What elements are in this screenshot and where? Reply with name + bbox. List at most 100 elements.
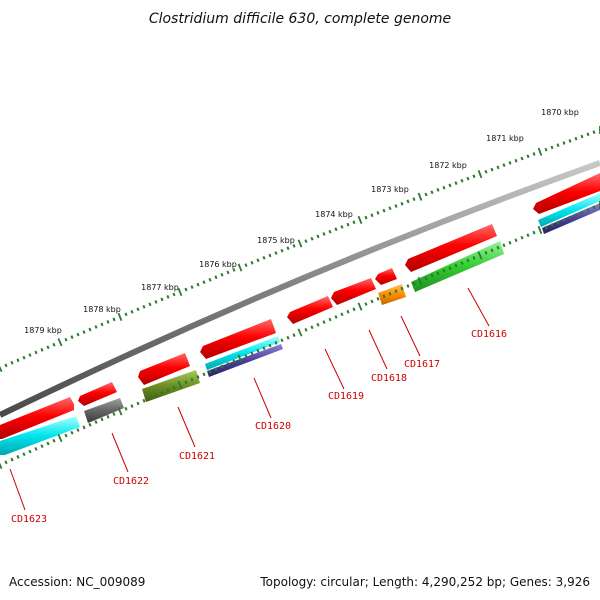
inner-tick — [117, 407, 123, 416]
inner-tick — [10, 457, 14, 462]
kbp-tick — [46, 345, 50, 350]
gene-label-cd1619: CD1619 — [328, 391, 364, 402]
inner-tick — [292, 333, 296, 337]
inner-tick — [382, 294, 386, 299]
inner-tick — [34, 446, 38, 451]
kbp-tick — [562, 141, 566, 145]
inner-tick — [46, 441, 50, 446]
kbp-tick — [106, 320, 110, 324]
kbp-tick — [322, 232, 326, 236]
kbp-tick — [52, 342, 56, 347]
genome-backbone — [0, 160, 600, 418]
kbp-label-1870: 1870 kbp — [541, 108, 579, 117]
cds-arrow — [533, 173, 600, 214]
inner-tick — [40, 444, 44, 449]
kbp-tick — [586, 132, 590, 137]
gray-feature — [84, 398, 124, 423]
kbp-tick — [94, 325, 98, 329]
kbp-tick — [394, 204, 398, 208]
inner-tick — [442, 268, 446, 273]
connector-cd1620 — [253, 377, 272, 419]
kbp-tick — [417, 192, 423, 201]
kbp-tick — [184, 287, 188, 292]
kbp-tick — [268, 253, 272, 258]
kbp-tick — [412, 197, 416, 201]
kbp-tick — [526, 154, 530, 159]
inner-tick — [57, 434, 63, 443]
inner-tick — [448, 266, 452, 270]
inner-tick — [70, 430, 74, 435]
navy-feature — [207, 344, 283, 377]
kbp-tick — [496, 165, 500, 170]
inner-tick — [514, 238, 518, 243]
inner-tick — [130, 404, 134, 408]
kbp-tick — [40, 348, 44, 352]
kbp-tick — [280, 248, 284, 253]
inner-tick — [148, 396, 152, 400]
gene-label-cd1620: CD1620 — [255, 421, 291, 432]
inner-tick — [484, 251, 488, 255]
kbp-tick — [477, 169, 483, 179]
kbp-tick — [286, 246, 290, 251]
kbp-tick — [28, 353, 32, 357]
inner-tick — [16, 454, 20, 459]
accession-text: Accession: NC_009089 — [9, 575, 145, 589]
kbp-tick — [442, 185, 446, 190]
inner-tick — [430, 273, 434, 278]
kbp-tick — [172, 292, 176, 297]
kbp-tick — [148, 302, 152, 307]
map-title: Clostridium difficile 630, complete geno… — [149, 11, 451, 27]
inner-tick — [502, 243, 506, 248]
kbp-tick — [430, 190, 434, 195]
inner-tick — [340, 312, 344, 317]
kbp-tick — [112, 317, 116, 322]
inner-tick — [388, 291, 392, 296]
cds-arrow — [405, 224, 497, 272]
kbp-tick — [232, 268, 236, 272]
kbp-tick — [556, 143, 560, 148]
inner-tick — [454, 263, 458, 268]
kbp-tick — [124, 312, 128, 317]
kbp-tick — [502, 163, 506, 167]
kbp-tick — [117, 312, 123, 321]
inner-tick — [580, 210, 584, 215]
inner-tick — [436, 271, 440, 276]
kbp-tick — [88, 327, 92, 332]
kbp-tick — [472, 174, 476, 179]
kbp-tick — [514, 158, 518, 163]
inner-tick — [406, 284, 410, 288]
kbp-tick — [340, 225, 344, 229]
kbp-tick — [352, 220, 356, 225]
inner-tick — [106, 414, 110, 419]
kbp-tick — [70, 335, 74, 339]
kbp-tick — [237, 263, 243, 272]
kbp-tick — [346, 222, 350, 227]
inner-tick — [172, 385, 176, 390]
kbp-tick — [454, 181, 458, 185]
inner-tick — [196, 375, 200, 379]
inner-tick — [4, 460, 8, 465]
kbp-tick — [550, 145, 554, 150]
kbp-tick — [304, 239, 308, 243]
inner-tick — [232, 359, 236, 364]
kbp-tick — [382, 208, 386, 213]
inner-tick — [562, 218, 566, 222]
kbp-label-1875: 1875 kbp — [257, 236, 295, 245]
inner-tick — [592, 205, 596, 210]
kbp-tick — [537, 147, 543, 156]
inner-tick — [304, 328, 308, 332]
cds-arrow — [138, 353, 190, 385]
connector-cd1621 — [177, 406, 196, 448]
kbp-label-1873: 1873 kbp — [371, 185, 409, 194]
inner-tick — [472, 256, 476, 260]
kbp-tick — [160, 297, 164, 302]
inner-tick — [112, 412, 116, 416]
kbp-tick — [532, 152, 536, 156]
kbp-tick — [388, 206, 392, 211]
inner-tick — [586, 208, 590, 212]
inner-tick — [237, 354, 243, 363]
kbp-label-1877: 1877 kbp — [141, 283, 179, 292]
kbp-tick — [310, 236, 314, 241]
inner-tick — [0, 462, 3, 469]
